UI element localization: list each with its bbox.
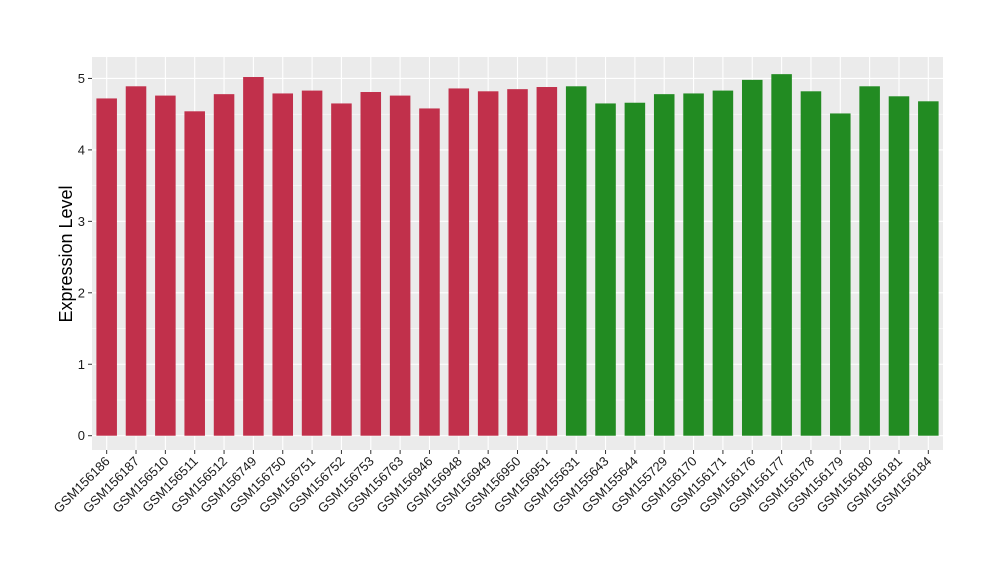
y-tick-label: 0 (78, 428, 85, 443)
bars (96, 74, 939, 436)
bar-GSM156750 (272, 93, 294, 436)
bar-GSM156179 (830, 113, 851, 436)
bar-GSM156181 (888, 96, 910, 436)
bar-GSM156946 (419, 108, 440, 436)
y-axis-title: Expression Level (56, 185, 76, 322)
bar-GSM155631 (565, 86, 587, 436)
y-axis: 0 1 2 3 4 5 (78, 71, 92, 443)
bar-GSM156180 (859, 86, 880, 436)
bar-GSM156511 (184, 111, 205, 436)
bar-GSM156749 (243, 77, 264, 436)
y-tick-label: 2 (78, 285, 85, 300)
bar-GSM156950 (507, 89, 528, 436)
bar-GSM155643 (595, 103, 616, 436)
bar-GSM156187 (125, 86, 147, 436)
y-tick-label: 5 (78, 71, 85, 86)
bar-GSM156170 (683, 93, 704, 436)
bar-GSM156752 (331, 103, 352, 436)
bar-GSM156951 (536, 87, 558, 436)
bar-GSM155729 (653, 94, 675, 436)
bar-GSM156512 (213, 94, 235, 436)
bar-GSM156510 (155, 95, 176, 436)
bar-GSM156184 (918, 101, 939, 436)
bar-GSM156178 (800, 91, 822, 436)
bar-GSM156753 (360, 92, 382, 436)
y-tick-label: 3 (78, 214, 85, 229)
bar-GSM156763 (389, 95, 411, 436)
bar-GSM156176 (741, 79, 763, 436)
y-tick-label: 4 (78, 142, 85, 157)
bar-GSM155644 (624, 102, 646, 436)
x-axis: GSM156186GSM156187GSM156510GSM156511GSM1… (51, 450, 934, 516)
bar-GSM156948 (448, 88, 470, 436)
bar-GSM156949 (477, 91, 499, 436)
bar-GSM156171 (712, 90, 734, 436)
y-tick-label: 1 (78, 357, 85, 372)
bar-GSM156177 (771, 74, 792, 436)
bar-GSM156751 (301, 90, 323, 436)
bar-GSM156186 (96, 98, 117, 436)
